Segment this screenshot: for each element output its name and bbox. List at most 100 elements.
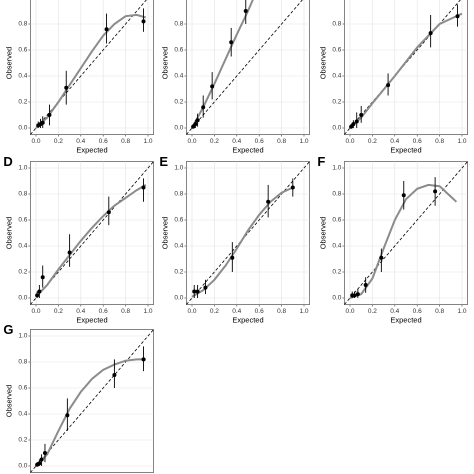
point — [141, 357, 146, 362]
y-tick-label: 1.0 — [174, 165, 183, 172]
panel-letter: G — [3, 322, 13, 337]
x-tick-label: 0.4 — [232, 138, 241, 145]
point — [266, 199, 271, 204]
x-tick-label: 0.8 — [121, 138, 130, 145]
x-tick-label: 0.0 — [31, 308, 40, 315]
x-tick-label: 0.8 — [121, 308, 130, 315]
y-tick-label: 0.8 — [332, 191, 341, 198]
x-tick-label: 0.2 — [368, 308, 377, 315]
point — [229, 40, 234, 45]
y-tick-label: 0.6 — [18, 47, 27, 54]
x-tick-label: 0.6 — [99, 308, 108, 315]
y-tick-label: 0.4 — [18, 73, 27, 80]
y-tick-label: 0.0 — [332, 125, 341, 132]
point — [42, 451, 47, 455]
x-axis-title: Expected — [232, 145, 263, 154]
panel-letter: F — [317, 154, 325, 169]
reference-diagonal — [344, 161, 468, 305]
point — [290, 185, 295, 190]
x-tick-label: 0.6 — [413, 138, 422, 145]
x-tick-label: 1.0 — [299, 138, 308, 145]
x-tick-label: 1.0 — [299, 308, 308, 315]
point — [433, 189, 438, 194]
y-tick-label: 0.6 — [18, 385, 27, 392]
y-tick-label: 0.4 — [18, 411, 27, 418]
y-axis-title: Observed — [160, 47, 169, 80]
x-tick-label: 0.8 — [435, 138, 444, 145]
y-tick-label: 0.8 — [174, 21, 183, 28]
y-tick-label: 1.0 — [332, 165, 341, 172]
smooth-curve — [191, 186, 294, 298]
x-tick-label: 1.0 — [143, 138, 152, 145]
y-tick-label: 0.6 — [174, 47, 183, 54]
point — [40, 120, 45, 125]
point — [112, 373, 117, 377]
smooth-curve — [35, 184, 147, 298]
y-tick-label: 0.0 — [174, 295, 183, 302]
x-tick-label: 0.2 — [210, 308, 219, 315]
plot-background — [186, 0, 310, 135]
point — [193, 122, 198, 127]
x-axis-title: Expected — [232, 315, 263, 324]
y-tick-label: 0.0 — [18, 463, 27, 470]
y-tick-label: 0.2 — [174, 99, 183, 106]
point — [359, 113, 364, 117]
point — [37, 289, 42, 294]
point — [349, 124, 354, 129]
x-axis-title: Expected — [390, 315, 421, 324]
x-tick-label: 0.4 — [390, 138, 399, 145]
x-tick-label: 0.4 — [232, 308, 241, 315]
x-axis-title: Expected — [76, 145, 107, 154]
point — [35, 293, 40, 298]
y-tick-label: 1.0 — [18, 165, 27, 172]
smooth-curve — [349, 183, 458, 299]
point — [141, 185, 146, 190]
x-tick-label: 0.0 — [187, 308, 196, 315]
y-tick-label: 0.6 — [18, 217, 27, 224]
point — [455, 14, 460, 19]
smooth-curve — [35, 13, 147, 129]
x-tick-label: 0.0 — [187, 138, 196, 145]
y-axis-title: Observed — [4, 385, 13, 418]
point — [210, 84, 215, 89]
x-tick-label: 0.4 — [76, 138, 85, 145]
x-tick-label: 0.0 — [345, 138, 354, 145]
point — [191, 124, 196, 129]
y-axis-title: Observed — [4, 47, 13, 80]
y-axis-title: Observed — [318, 47, 327, 80]
x-tick-label: 0.6 — [99, 138, 108, 145]
y-tick-label: 0.4 — [174, 73, 183, 80]
y-tick-label: 0.0 — [18, 295, 27, 302]
point — [386, 83, 391, 88]
point — [195, 118, 200, 123]
y-tick-label: 0.2 — [332, 269, 341, 276]
x-tick-label: 0.8 — [435, 308, 444, 315]
y-axis-title: Observed — [4, 217, 13, 250]
y-tick-label: 0.6 — [332, 217, 341, 224]
y-tick-label: 0.4 — [332, 73, 341, 80]
x-tick-label: 0.2 — [54, 138, 63, 145]
y-tick-label: 0.8 — [332, 21, 341, 28]
x-tick-label: 0.4 — [76, 308, 85, 315]
y-tick-label: 0.4 — [174, 243, 183, 250]
point — [37, 461, 42, 466]
x-tick-label: 0.4 — [390, 308, 399, 315]
y-tick-label: 0.2 — [18, 437, 27, 444]
y-tick-label: 0.8 — [18, 359, 27, 366]
panel-letter: E — [159, 154, 168, 169]
y-tick-label: 0.4 — [332, 243, 341, 250]
x-tick-label: 0.6 — [255, 138, 264, 145]
x-tick-label: 0.2 — [210, 138, 219, 145]
point — [192, 289, 197, 294]
point — [379, 255, 384, 260]
x-tick-label: 1.0 — [457, 138, 466, 145]
y-tick-label: 1.0 — [18, 333, 27, 340]
point — [141, 19, 146, 24]
point — [104, 27, 109, 32]
point — [106, 210, 111, 215]
x-axis-title: Expected — [390, 145, 421, 154]
point — [230, 255, 235, 260]
reference-diagonal — [344, 0, 461, 135]
x-tick-label: 0.8 — [277, 138, 286, 145]
point — [203, 285, 208, 290]
